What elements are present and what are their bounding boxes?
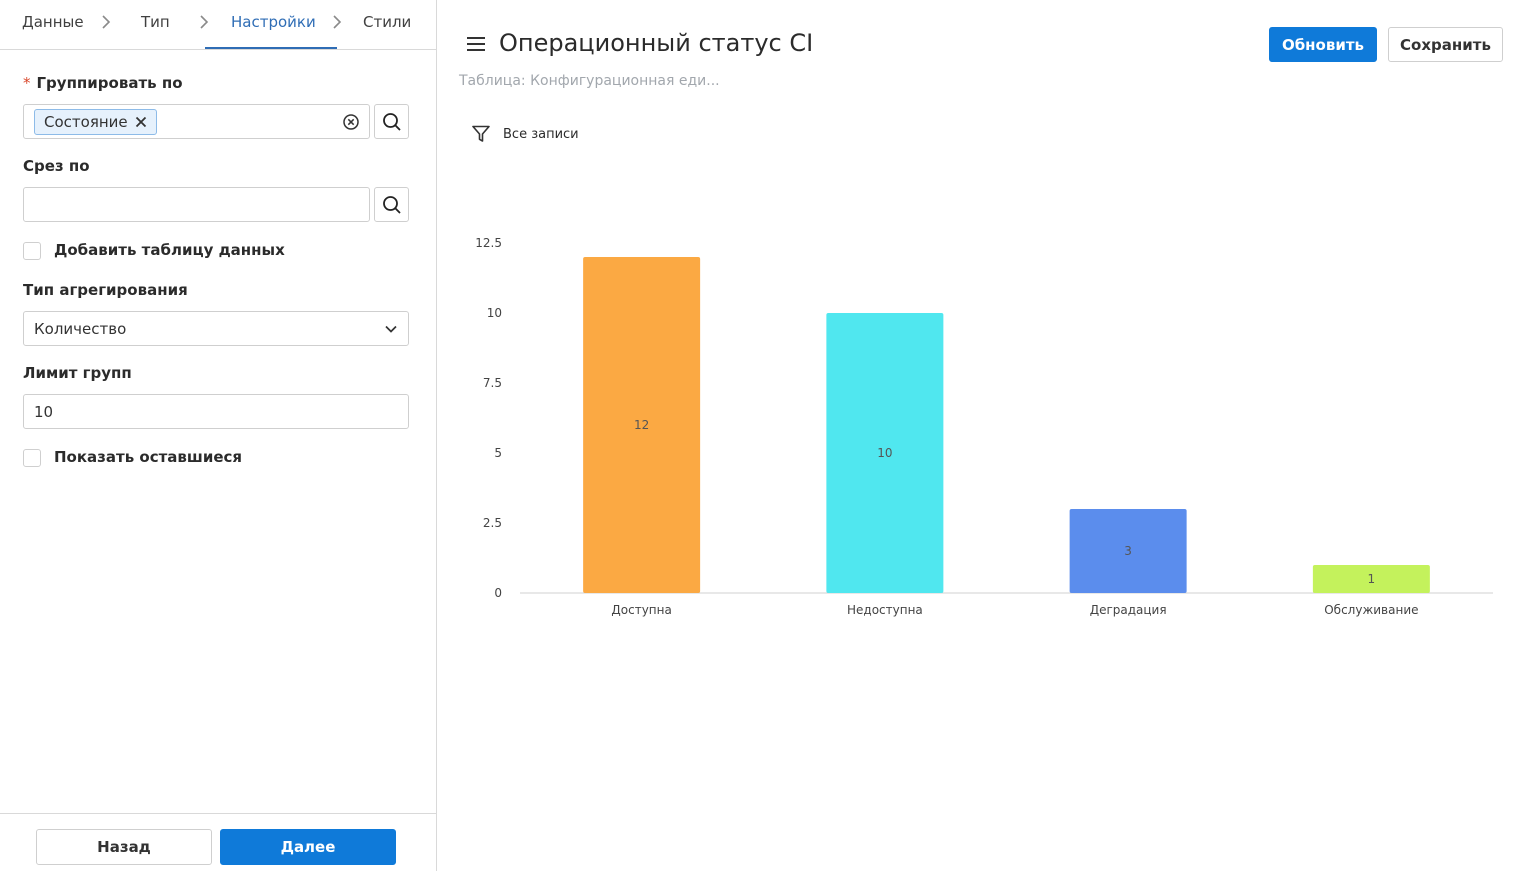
bar[interactable]	[1312, 565, 1430, 593]
y-tick-label: 0	[494, 586, 502, 600]
group-limit-label: Лимит групп	[23, 364, 132, 382]
remove-tag-icon[interactable]	[134, 115, 148, 129]
bar-value-label: 10	[877, 446, 892, 460]
bar-value-label: 12	[634, 418, 649, 432]
save-button[interactable]: Сохранить	[1388, 27, 1503, 62]
add-table-label: Добавить таблицу данных	[54, 241, 285, 259]
group-by-tag-label: Состояние	[44, 113, 128, 131]
group-limit-value: 10	[34, 403, 54, 421]
step-styles[interactable]: Стили	[363, 13, 412, 31]
chevron-right-icon	[200, 15, 209, 29]
y-tick-label: 7.5	[483, 376, 502, 390]
x-tick-label: Доступна	[611, 603, 671, 617]
bar-chart: 0 2.5 5 7.5 10 12.5 12 Доступна 10 Недоступна 3 Дег…	[475, 236, 1493, 617]
chevron-right-icon	[333, 15, 342, 29]
add-table-checkbox[interactable]	[23, 242, 41, 260]
back-button[interactable]: Назад	[36, 829, 212, 865]
refresh-button[interactable]: Обновить	[1269, 27, 1377, 62]
active-step-indicator	[205, 47, 337, 49]
slice-by-input[interactable]	[23, 187, 370, 222]
report-table-name: Таблица: Конфигурационная еди...	[459, 73, 720, 89]
clear-icon[interactable]	[342, 113, 360, 131]
hamburger-menu-icon[interactable]	[466, 35, 486, 53]
search-icon	[382, 195, 401, 214]
group-by-label: * Группировать по	[23, 74, 183, 92]
slice-by-search-button[interactable]	[374, 187, 409, 222]
group-by-label-text: Группировать по	[36, 74, 183, 92]
step-settings[interactable]: Настройки	[231, 13, 316, 31]
show-rest-label: Показать оставшиеся	[54, 448, 243, 466]
chevron-down-icon	[385, 325, 397, 333]
wizard-stepper: Данные Тип Настройки Стили	[0, 0, 436, 50]
aggregation-select[interactable]: Количество	[23, 311, 409, 346]
chevron-right-icon	[102, 15, 111, 29]
bar[interactable]	[826, 313, 944, 593]
aggregation-label: Тип агрегирования	[23, 281, 188, 299]
filter-icon[interactable]	[471, 124, 491, 144]
y-tick-label: 2.5	[483, 516, 502, 530]
aggregation-value: Количество	[34, 320, 127, 338]
slice-by-label: Срез по	[23, 157, 90, 175]
settings-panel: Данные Тип Настройки Стили * Группировать…	[0, 0, 437, 871]
step-data[interactable]: Данные	[22, 13, 84, 31]
x-tick-label: Обслуживание	[1324, 603, 1418, 617]
bar[interactable]	[583, 257, 701, 593]
group-by-tag: Состояние	[34, 109, 157, 135]
group-by-field[interactable]: Состояние	[23, 104, 370, 139]
search-icon	[382, 112, 401, 131]
y-tick-label: 12.5	[475, 236, 502, 250]
group-by-search-button[interactable]	[374, 104, 409, 139]
step-type[interactable]: Тип	[141, 13, 170, 31]
bar-value-label: 3	[1124, 544, 1132, 558]
next-button[interactable]: Далее	[220, 829, 396, 865]
report-title: Операционный статус CI	[499, 29, 814, 57]
required-mark: *	[23, 74, 31, 92]
bar[interactable]	[1069, 509, 1187, 593]
bar-value-label: 1	[1368, 572, 1376, 586]
panel-footer: Назад Далее	[0, 813, 436, 871]
y-tick-label: 10	[487, 306, 502, 320]
show-rest-checkbox[interactable]	[23, 449, 41, 467]
x-tick-label: Деградация	[1090, 603, 1167, 617]
x-tick-label: Недоступна	[847, 603, 923, 617]
y-tick-label: 5	[494, 446, 502, 460]
group-limit-input[interactable]: 10	[23, 394, 409, 429]
filter-label[interactable]: Все записи	[503, 127, 579, 142]
